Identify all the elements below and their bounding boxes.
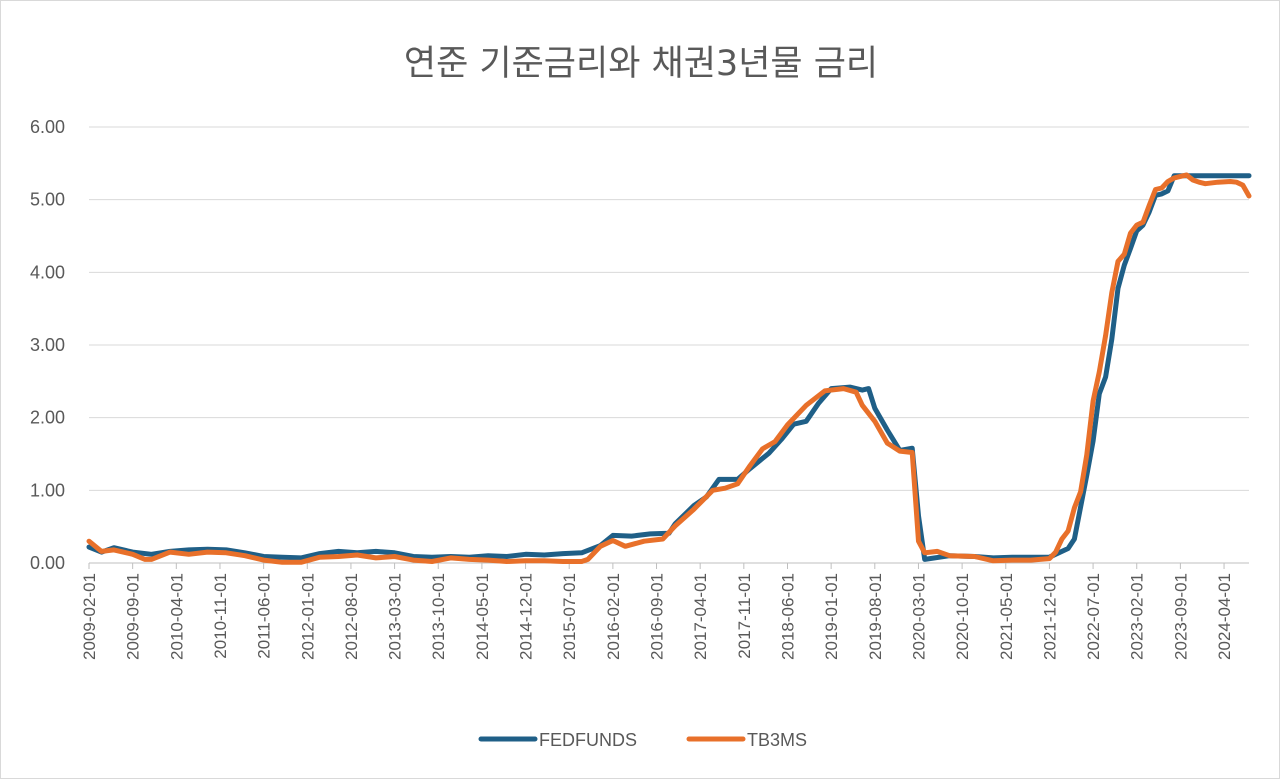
y-tick-label: 4.00: [30, 262, 65, 282]
x-tick-label: 2017-04-01: [691, 573, 710, 660]
gridlines: [89, 126, 1249, 491]
y-tick-label: 5.00: [30, 190, 65, 210]
y-tick-label: 3.00: [30, 335, 65, 355]
legend-label-tb3ms: TB3MS: [747, 730, 807, 750]
x-tick-label: 2023-09-01: [1171, 573, 1190, 660]
x-tick-label: 2009-09-01: [124, 573, 143, 660]
x-tick-label: 2017-11-01: [735, 573, 754, 659]
x-tick-label: 2011-06-01: [255, 573, 274, 659]
x-tick-label: 2022-07-01: [1084, 573, 1103, 660]
x-tick-label: 2016-09-01: [648, 573, 667, 660]
x-tick-label: 2016-02-01: [604, 573, 623, 660]
x-tick-label: 2020-03-01: [909, 573, 928, 660]
legend: FEDFUNDS TB3MS: [478, 730, 807, 750]
x-tick-label: 2013-10-01: [429, 573, 448, 660]
x-tick-label: 2015-07-01: [560, 573, 579, 660]
x-axis-ticks: 2009-02-01 2009-09-01 2010-04-01 2010-11-01…: [80, 563, 1234, 660]
y-tick-label: 0.00: [30, 553, 65, 573]
x-tick-label: 2018-06-01: [778, 573, 797, 660]
x-tick-label: 2019-01-01: [822, 573, 841, 660]
x-tick-label: 2014-12-01: [517, 573, 536, 660]
x-tick-label: 2023-02-01: [1128, 573, 1147, 660]
y-tick-label: 1.00: [30, 480, 65, 500]
x-tick-label: 2024-04-01: [1215, 573, 1234, 660]
series-lines: [86, 172, 1252, 565]
x-tick-label: 2012-08-01: [342, 573, 361, 660]
x-tick-label: 2012-01-01: [298, 573, 317, 660]
y-axis-ticks: 0.00 1.00 2.00 3.00 4.00 5.00 6.00: [30, 117, 65, 573]
y-tick-label: 2.00: [30, 408, 65, 428]
x-tick-label: 2010-04-01: [167, 573, 186, 660]
series-line-fedfunds: [86, 173, 1252, 562]
x-tick-label: 2019-08-01: [866, 573, 885, 660]
x-tick-label: 2009-02-01: [80, 573, 99, 660]
series-line-tb3ms: [86, 172, 1252, 565]
x-tick-label: 2021-05-01: [997, 573, 1016, 660]
x-tick-label: 2010-11-01: [211, 573, 230, 659]
x-tick-label: 2020-10-01: [953, 573, 972, 660]
x-tick-label: 2013-03-01: [386, 573, 405, 660]
x-tick-label: 2014-05-01: [473, 573, 492, 660]
chart-title: 연준 기준금리와 채권3년물 금리: [403, 44, 879, 84]
y-tick-label: 6.00: [30, 117, 65, 137]
x-tick-label: 2021-12-01: [1040, 573, 1059, 660]
legend-label-fedfunds: FEDFUNDS: [539, 730, 637, 750]
